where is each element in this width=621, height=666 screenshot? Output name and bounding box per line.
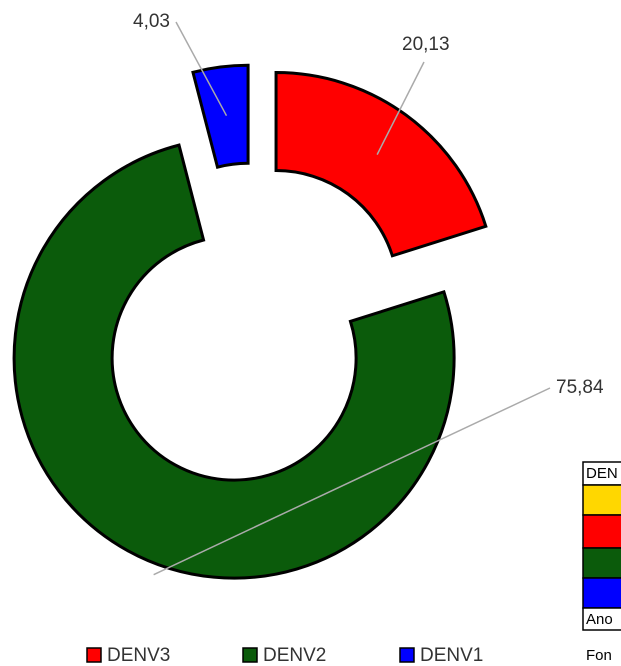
legend-label: DENV1	[420, 645, 483, 666]
table-cell	[582, 547, 621, 579]
table-footer: Fon	[586, 647, 612, 664]
table-row-label: Ano	[586, 611, 613, 628]
leader-line	[153, 387, 551, 576]
legend-swatch	[86, 647, 102, 663]
legend-label: DENV3	[107, 645, 170, 666]
table-cell	[582, 577, 621, 609]
data-label: 4,03	[133, 11, 170, 32]
table-cell	[582, 607, 621, 631]
legend-label: DENV2	[263, 645, 326, 666]
table-cell	[582, 484, 621, 516]
donut-segment	[191, 63, 250, 170]
donut-segment	[274, 71, 488, 258]
legend-swatch	[242, 647, 258, 663]
table-cell	[582, 514, 621, 549]
leader-line	[376, 61, 425, 155]
data-label: 20,13	[402, 34, 450, 55]
data-label: 75,84	[556, 377, 604, 398]
legend-swatch	[399, 647, 415, 663]
side-table: DEN Ano Fon	[582, 461, 621, 664]
donut-segment	[12, 143, 456, 580]
table-header: DEN	[586, 465, 618, 482]
leader-line	[175, 21, 228, 117]
